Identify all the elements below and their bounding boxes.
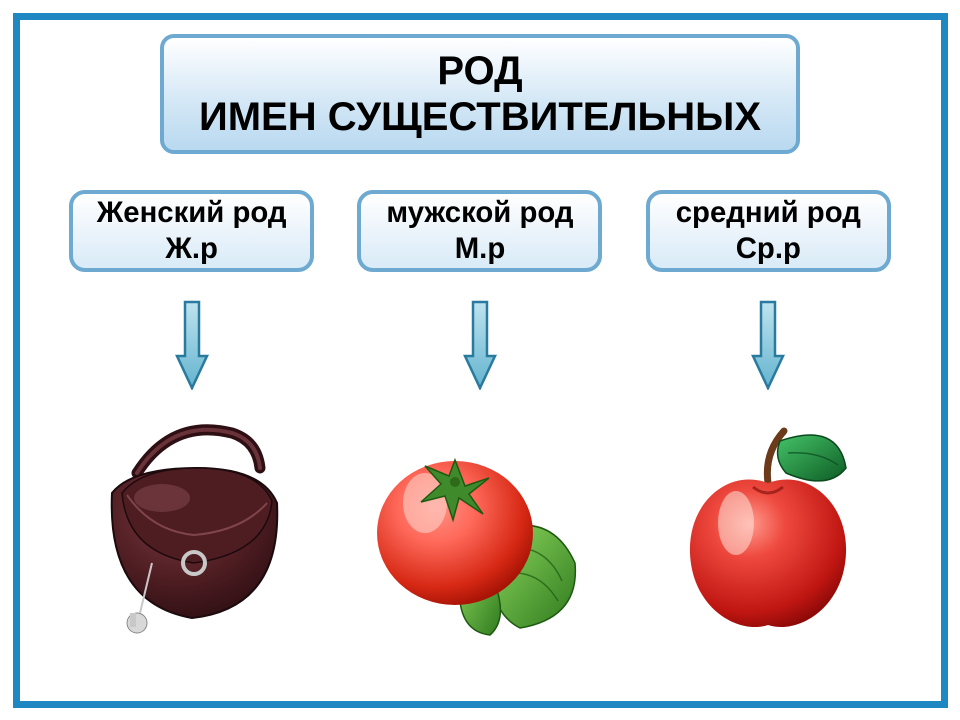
column-feminine: Женский род Ж.р (48, 190, 336, 643)
category-feminine-line2: Ж.р (165, 231, 218, 266)
category-box-feminine: Женский род Ж.р (69, 190, 314, 272)
column-neuter: средний род Ср.р (624, 190, 912, 643)
title-line-1: РОД (437, 48, 522, 94)
column-masculine: мужской род М.р (336, 190, 624, 643)
tomato-icon (370, 413, 590, 643)
category-box-neuter: средний род Ср.р (646, 190, 891, 272)
apple-icon (658, 413, 878, 643)
title-line-2: ИМЕН СУЩЕСТВИТЕЛЬНЫХ (199, 94, 761, 140)
category-masculine-line2: М.р (455, 231, 506, 266)
handbag-icon (82, 413, 302, 643)
category-box-masculine: мужской род М.р (357, 190, 602, 272)
category-neuter-line1: средний род (676, 195, 861, 230)
category-feminine-line1: Женский род (97, 195, 287, 230)
category-neuter-line2: Ср.р (736, 231, 801, 266)
columns-row: Женский род Ж.р (20, 190, 941, 643)
category-masculine-line1: мужской род (386, 195, 573, 230)
arrow-icon (751, 300, 785, 395)
outer-frame: РОД ИМЕН СУЩЕСТВИТЕЛЬНЫХ Женский род Ж.р (13, 13, 948, 708)
arrow-icon (175, 300, 209, 395)
title-box: РОД ИМЕН СУЩЕСТВИТЕЛЬНЫХ (160, 34, 800, 154)
arrow-icon (463, 300, 497, 395)
